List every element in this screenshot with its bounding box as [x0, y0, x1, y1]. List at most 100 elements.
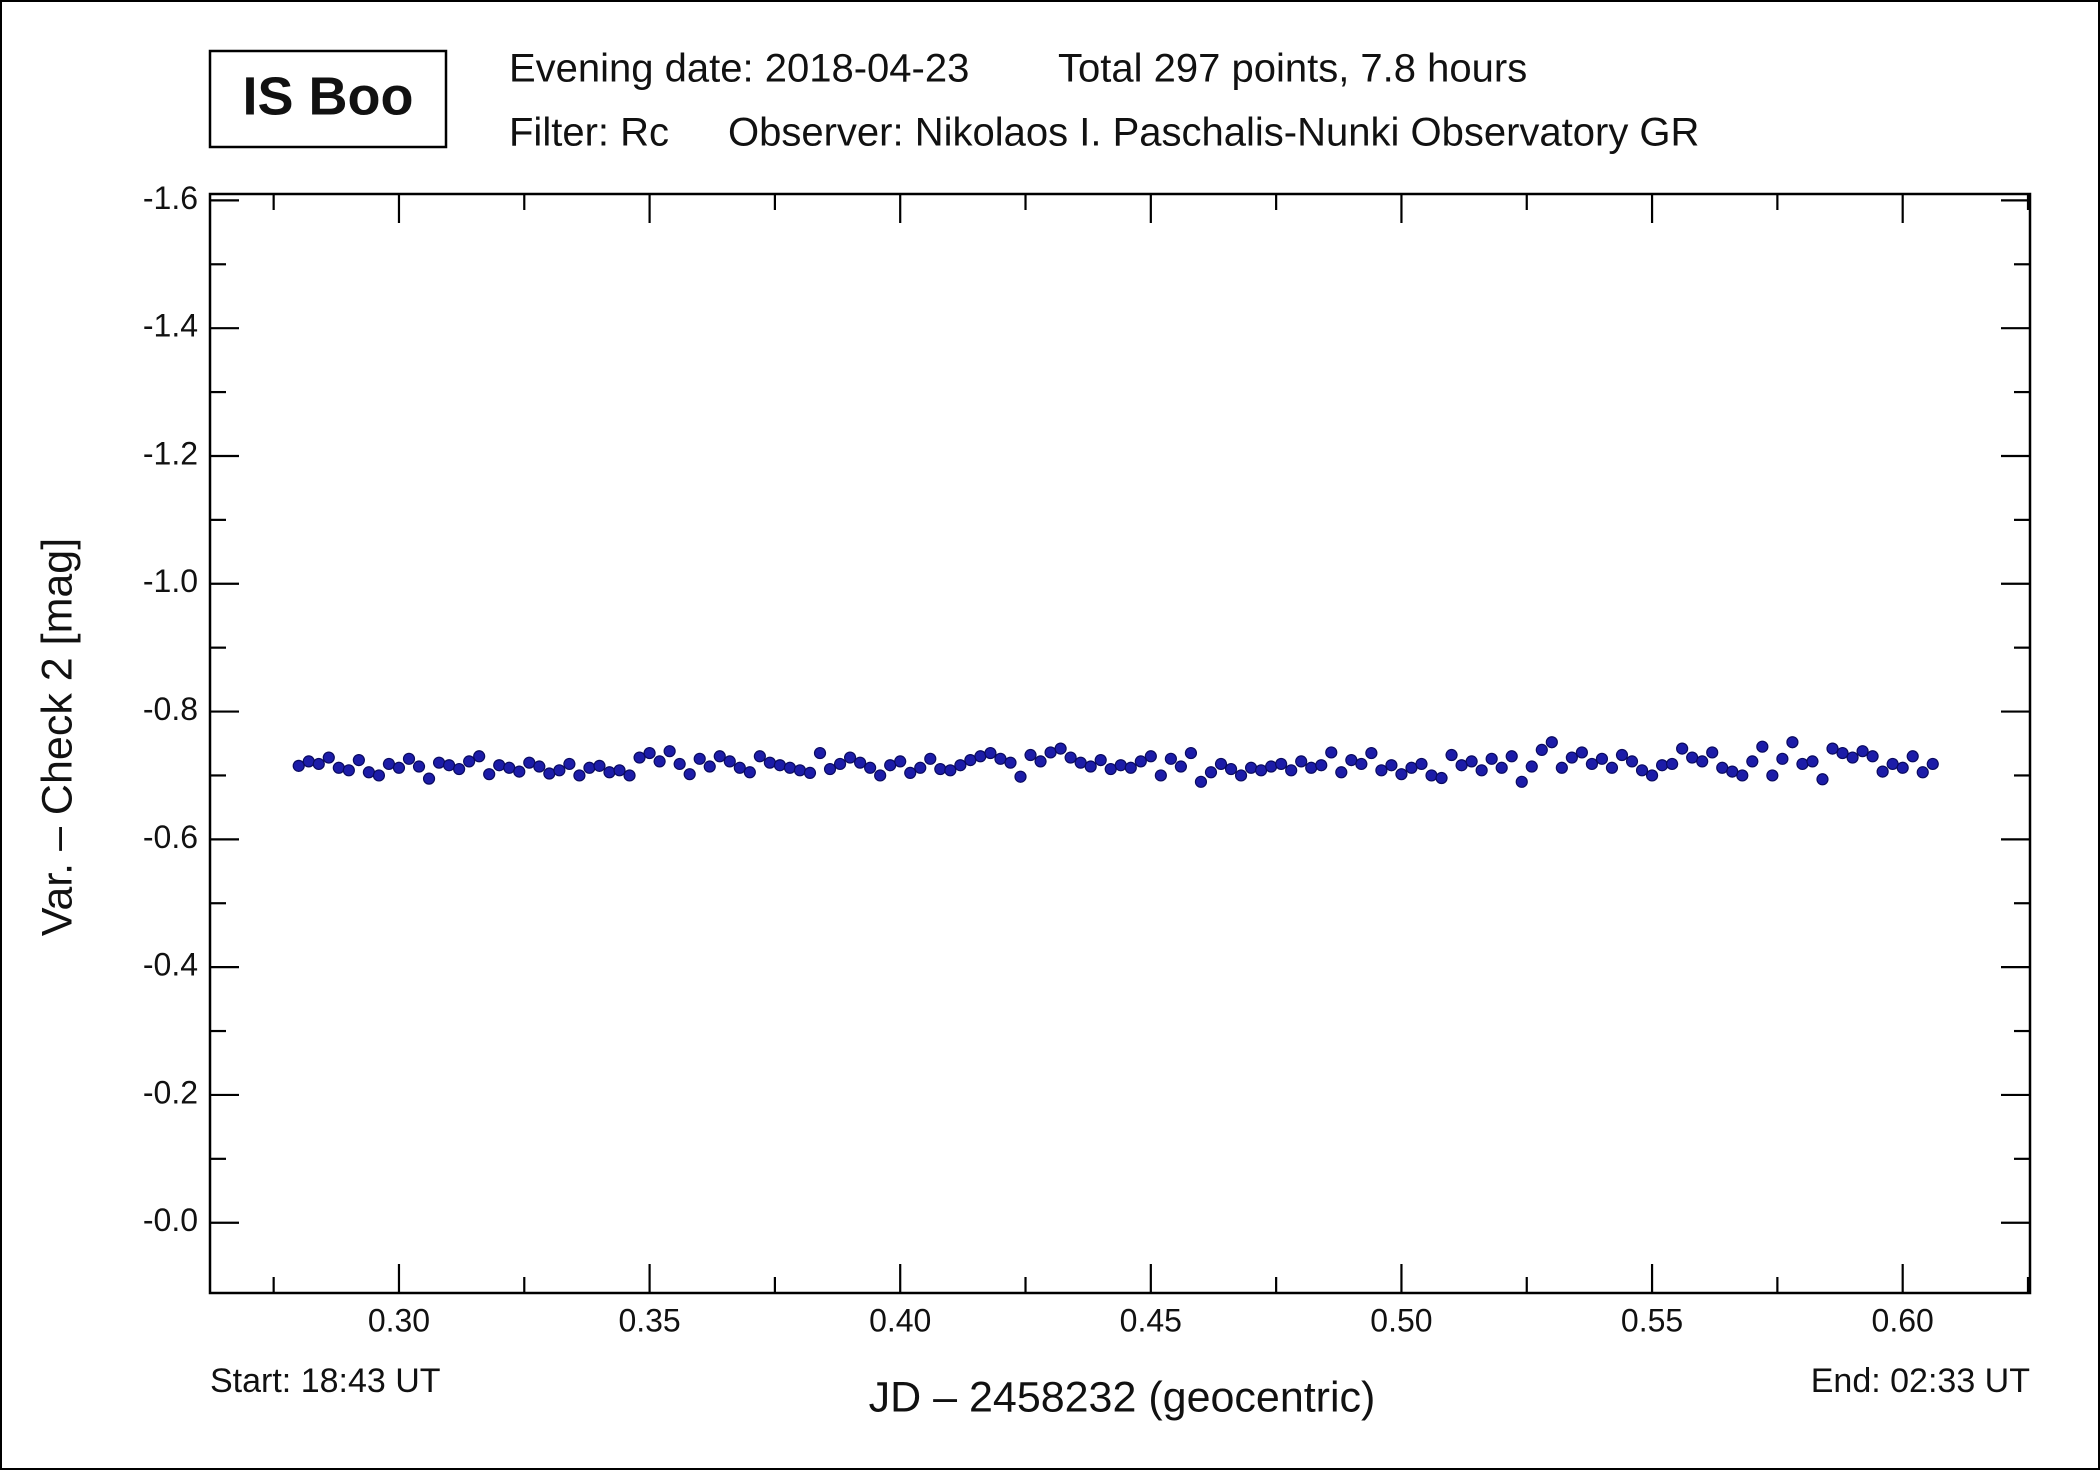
data-point [1615, 748, 1629, 762]
end-time: End: 02:33 UT [1811, 1362, 2030, 1400]
data-point [1134, 755, 1147, 768]
data-point [793, 764, 807, 777]
data-point [1395, 768, 1408, 781]
data-point [573, 769, 586, 782]
data-point [984, 746, 997, 760]
data-point [864, 761, 877, 774]
data-point [613, 764, 626, 777]
data-point [1184, 746, 1198, 760]
data-point [1154, 769, 1167, 782]
data-point [683, 768, 696, 781]
data-point [733, 761, 746, 774]
data-point [513, 765, 526, 778]
data-point [1064, 751, 1077, 764]
data-point [843, 751, 857, 764]
x-tick-label: 0.35 [618, 1302, 680, 1338]
data-point [1876, 765, 1889, 778]
data-point [1094, 754, 1107, 767]
data-point [1736, 769, 1749, 782]
plot-frame [208, 192, 2032, 1295]
y-tick-label: -0.8 [143, 691, 198, 727]
data-point [1335, 766, 1348, 779]
data-point [1655, 759, 1669, 772]
data-point [422, 772, 436, 785]
data-point [1465, 755, 1478, 768]
data-point [1475, 764, 1488, 777]
data-point [1365, 746, 1378, 760]
data-point [1315, 759, 1328, 772]
start-time: Start: 18:43 UT [210, 1362, 441, 1400]
data-point [1425, 769, 1438, 782]
data-point [1164, 752, 1177, 765]
data-point [884, 759, 897, 772]
data-point [1254, 764, 1268, 777]
data-point [1325, 746, 1338, 759]
data-point [783, 761, 797, 774]
data-point [894, 755, 907, 768]
data-point [523, 756, 536, 769]
data-point [1525, 760, 1538, 773]
data-point [823, 762, 837, 776]
data-point [1495, 761, 1508, 774]
data-point [493, 759, 506, 772]
data-point [1174, 760, 1188, 773]
data-point [442, 759, 456, 772]
data-point [1415, 757, 1428, 771]
data-point [1635, 764, 1649, 777]
data-point [312, 757, 325, 771]
data-point [563, 757, 576, 771]
data-point [1645, 769, 1659, 782]
chart-title: IS Boo [243, 66, 414, 126]
data-point [1696, 755, 1709, 768]
x-tick-label: 0.40 [869, 1302, 931, 1338]
data-point [1405, 761, 1418, 774]
data-point [1014, 770, 1027, 783]
data-point [1585, 757, 1599, 771]
data-point [392, 761, 406, 774]
data-point [693, 752, 706, 765]
data-point [1816, 773, 1829, 786]
data-point [1114, 759, 1127, 772]
x-axis-title: JD – 2458232 (geocentric) [869, 1373, 1376, 1421]
data-point [1034, 755, 1047, 768]
data-point [723, 755, 736, 768]
y-tick-label: -1.0 [143, 563, 198, 599]
data-point [1204, 766, 1218, 779]
data-point [1224, 762, 1238, 776]
y-tick-label: -1.4 [143, 308, 198, 344]
data-point [1044, 746, 1057, 759]
data-point [1846, 751, 1859, 764]
data-point [292, 759, 305, 772]
data-point [643, 746, 656, 760]
data-point [1305, 761, 1318, 774]
data-point [1435, 771, 1448, 785]
data-point [773, 759, 787, 772]
data-point [1555, 761, 1568, 774]
data-point [833, 757, 847, 771]
data-point [603, 766, 616, 779]
data-point [503, 761, 516, 774]
data-point [1545, 736, 1558, 749]
data-point [1385, 759, 1398, 772]
data-point [432, 756, 446, 769]
data-point [352, 754, 365, 767]
x-tick-label: 0.50 [1370, 1302, 1432, 1338]
x-tick-label: 0.55 [1621, 1302, 1683, 1338]
data-point [1716, 761, 1729, 774]
data-point [1896, 761, 1909, 774]
data-point [1926, 757, 1939, 771]
observer: Observer: Nikolaos I. Paschalis-Nunki Ob… [728, 111, 1699, 155]
data-point [633, 751, 646, 764]
data-point [954, 759, 967, 772]
data-point [553, 764, 566, 777]
data-point [1886, 757, 1899, 771]
data-point [1275, 757, 1288, 771]
data-point [1666, 757, 1679, 771]
data-point [1054, 742, 1067, 755]
data-point [412, 760, 426, 773]
data-point [1706, 746, 1719, 759]
data-point [1004, 756, 1017, 769]
data-point [1485, 752, 1498, 765]
